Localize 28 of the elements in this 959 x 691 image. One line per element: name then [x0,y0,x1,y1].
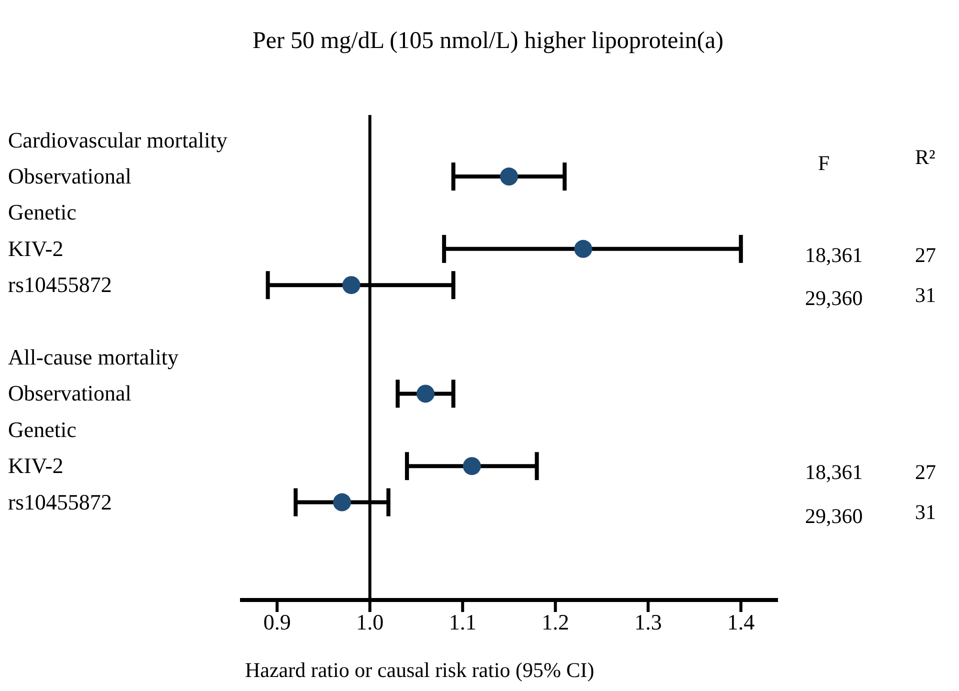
text: 29,360 [805,286,863,312]
y-tick-label: Observational [8,380,132,406]
y-tick-label: KIV-2 [8,453,64,478]
text: 18,361 [805,460,863,486]
y-tick-label: Observational [8,164,132,189]
x-axis-title: Hazard ratio or causal risk ratio (95% CI) [245,658,594,683]
x-tick-label: 0.9 [263,610,291,635]
text: 18,361 [805,242,863,268]
text: R² [915,145,936,170]
x-tick-label: 1.1 [448,610,476,635]
text: F [818,150,830,176]
y-tick-label: rs10455872 [8,272,112,298]
x-tick-label: 1.0 [356,610,384,635]
text: 27 [915,460,936,486]
y-tick-label: Genetic [8,200,77,225]
y-tick-label: KIV-2 [8,236,64,261]
text: 27 [915,242,936,268]
text: 29,360 [805,504,863,528]
y-tick-label: All-cause mortality [8,344,178,370]
y-tick-label: Genetic [8,416,77,442]
y-tick-label: Cardiovascular mortality [8,127,228,152]
x-tick-label: 1.4 [727,610,755,635]
x-tick-label: 1.3 [634,610,662,635]
y-tick-label: rs10455872 [8,489,112,514]
x-tick-label: 1.2 [542,610,570,635]
text: 31 [915,500,936,525]
text: 31 [915,282,936,308]
chart-title: Per 50 mg/dL (105 nmol/L) higher lipoprotein(a) [251,28,724,55]
